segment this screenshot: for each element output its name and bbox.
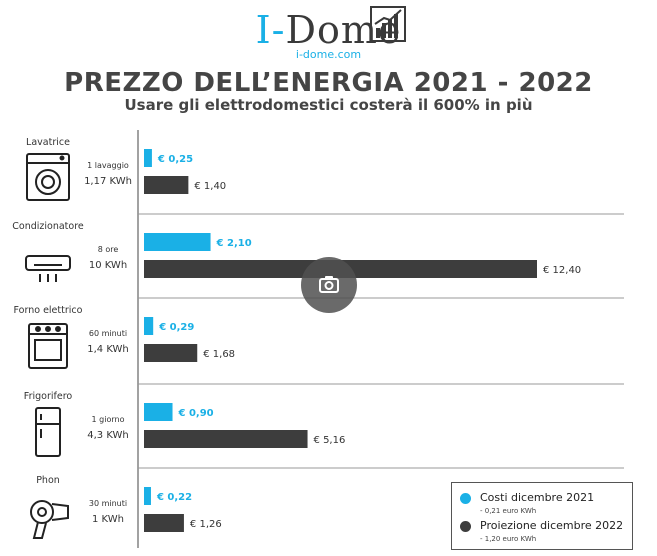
bar-2022	[144, 176, 189, 194]
bar-2022	[144, 514, 184, 532]
data-label: € 1,68	[203, 349, 235, 360]
data-label: € 1,26	[190, 519, 222, 530]
chart-subtitle: Usare gli elettrodomestici costerà il 60…	[124, 96, 533, 114]
duration-label: 30 minuti	[89, 499, 127, 508]
legend: Costi dicembre 2021 - 0,21 euro KWh Proi…	[451, 482, 633, 550]
data-label: € 1,40	[194, 181, 226, 192]
bar-2021	[144, 317, 154, 335]
duration-label: 60 minuti	[89, 329, 127, 338]
bar-2021	[144, 487, 151, 505]
logo-url: i-dome.com	[295, 48, 362, 61]
camera-icon	[319, 276, 339, 293]
hair-dryer-icon	[30, 500, 69, 539]
bar-2021	[144, 233, 211, 251]
air-conditioner-icon	[25, 255, 71, 282]
category-label: Phon	[36, 475, 60, 486]
bar-2021	[144, 403, 173, 421]
data-label: € 2,10	[216, 238, 252, 249]
logo-chart-icon	[370, 6, 406, 42]
data-label: € 0,22	[156, 492, 192, 503]
bar-2021	[144, 149, 152, 167]
consumption-label: 10 KWh	[89, 260, 127, 271]
fridge-icon	[35, 407, 61, 457]
category-label: Condizionatore	[12, 221, 84, 232]
bar-2022	[144, 344, 198, 362]
category-label: Frigorifero	[24, 391, 73, 402]
duration-label: 8 ore	[98, 245, 119, 254]
consumption-label: 4,3 KWh	[87, 430, 129, 441]
data-label: € 5,16	[314, 435, 346, 446]
legend-swatch	[460, 521, 471, 532]
duration-label: 1 giorno	[92, 415, 125, 424]
category-label: Forno elettrico	[14, 305, 83, 316]
consumption-label: 1 KWh	[92, 514, 124, 525]
consumption-label: 1,4 KWh	[87, 344, 129, 355]
bar-2022	[144, 430, 308, 448]
data-label: € 0,90	[178, 408, 214, 419]
duration-label: 1 lavaggio	[87, 161, 129, 170]
consumption-label: 1,17 KWh	[84, 176, 132, 187]
washing-machine-icon	[26, 153, 70, 201]
data-label: € 12,40	[543, 265, 581, 276]
logo: I-Dome i-dome.com	[0, 10, 657, 61]
oven-icon	[28, 323, 68, 369]
data-label: € 0,29	[158, 322, 194, 333]
chart-title: PREZZO DELL’ENERGIA 2021 - 2022	[64, 68, 593, 98]
data-label: € 0,25	[157, 154, 193, 165]
legend-swatch	[460, 493, 471, 504]
camera-button[interactable]	[301, 257, 357, 313]
logo-wordmark: I-Dome	[255, 8, 402, 52]
category-label: Lavatrice	[26, 137, 70, 148]
